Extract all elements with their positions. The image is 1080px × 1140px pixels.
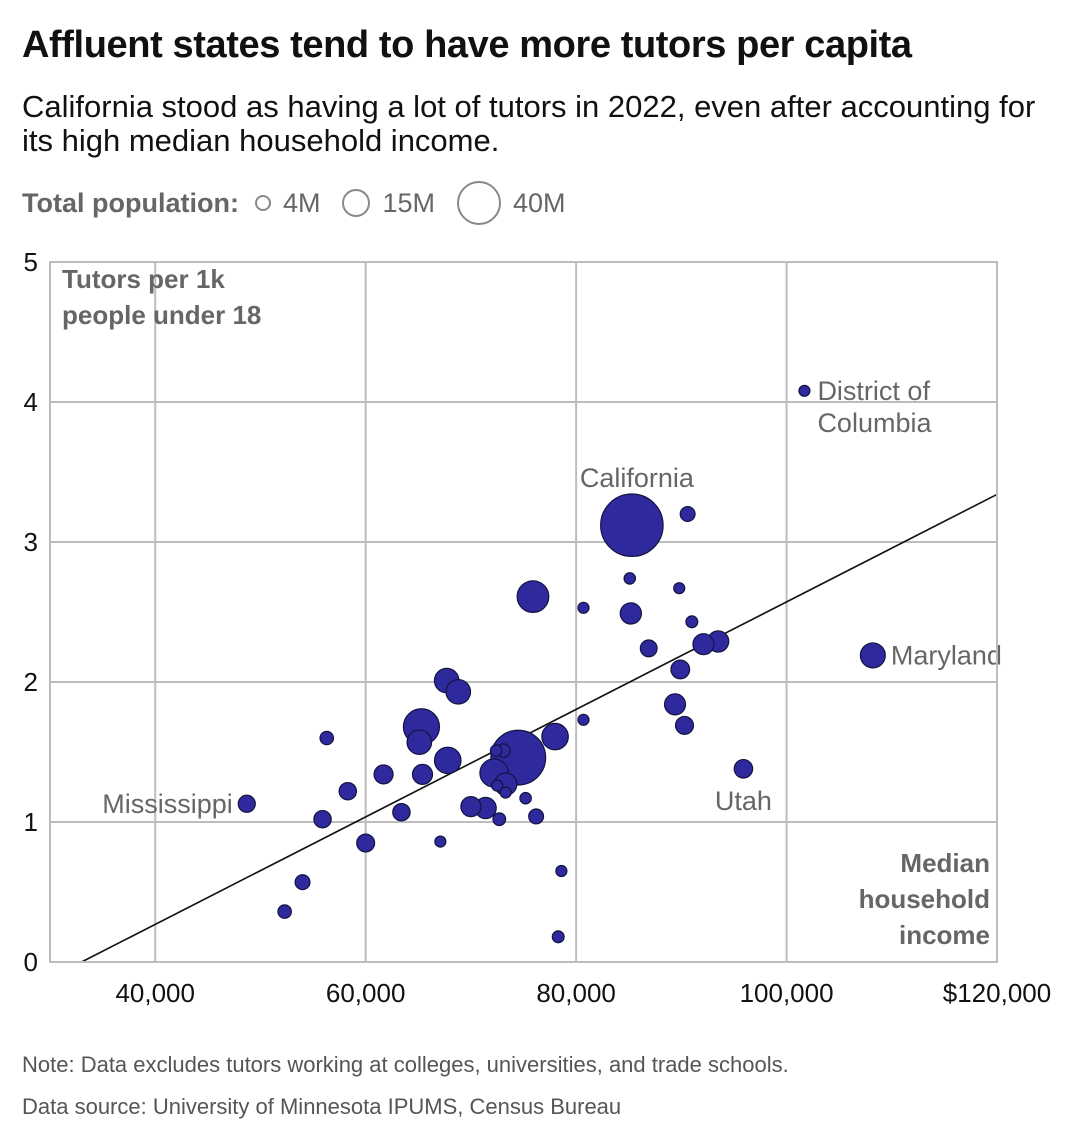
label-mississippi: Mississippi <box>102 789 233 819</box>
label-district-of-columbia: District of Columbia <box>817 376 932 438</box>
x-tick-label: 80,000 <box>536 978 616 1008</box>
data-point <box>411 763 434 786</box>
data-point <box>577 601 590 614</box>
legend-circle-large <box>457 181 501 225</box>
data-point <box>491 779 504 792</box>
data-point <box>277 904 292 919</box>
data-point-california <box>600 493 664 558</box>
data-source: Data source: University of Minnesota IPU… <box>22 1094 622 1119</box>
y-tick-label: 5 <box>24 247 38 277</box>
data-point <box>619 602 643 625</box>
y-tick-label: 4 <box>24 387 38 417</box>
trend-line <box>81 493 998 963</box>
y-axis-title: Tutors per 1k people under 18 <box>62 264 261 330</box>
data-point <box>528 808 545 825</box>
label-layer: California District of Columbia Maryland Uta… <box>102 376 1002 819</box>
data-point-mississippi <box>237 794 256 813</box>
tick-layer: 40,000 60,000 80,000 100,000 $120,000 0 1 2 3 4 5 <box>24 247 1052 1008</box>
data-point <box>489 744 503 757</box>
legend-circle-medium <box>342 189 371 217</box>
data-point <box>434 835 447 848</box>
legend-label-small: 4M <box>282 187 321 218</box>
data-point <box>373 764 394 785</box>
data-point <box>338 781 358 801</box>
label-california: California <box>580 463 695 493</box>
legend-label-medium: 15M <box>382 187 435 218</box>
y-tick-label: 0 <box>24 947 38 977</box>
data-point <box>639 639 658 658</box>
x-axis-title: Median household income <box>859 848 990 950</box>
data-point <box>670 659 691 680</box>
scatter-chart: 40,000 60,000 80,000 100,000 $120,000012345 … <box>24 247 1052 1008</box>
data-point <box>356 833 376 853</box>
legend-item-large: 40M <box>457 181 566 225</box>
chart-subtitle: California stood as having a lot of tuto… <box>22 89 1036 158</box>
y-tick-label: 3 <box>24 527 38 557</box>
data-point <box>663 693 687 716</box>
data-point <box>445 678 472 705</box>
data-point <box>319 730 335 746</box>
data-point-maryland <box>859 642 886 669</box>
x-tick-label: 100,000 <box>740 978 834 1008</box>
population-legend: Total population: 4M 15M 40M <box>22 181 588 225</box>
data-point-utah <box>733 758 754 779</box>
point-layer <box>237 384 886 944</box>
data-point <box>673 582 686 595</box>
x-tick-label: 40,000 <box>115 978 195 1008</box>
data-point <box>555 864 568 878</box>
axis-title-layer: Tutors per 1k people under 18 Median househ… <box>49 261 998 963</box>
footnote: Note: Data excludes tutors working at co… <box>22 1052 789 1077</box>
x-tick-label: $120,000 <box>943 978 1051 1008</box>
x-tick-label: 60,000 <box>326 978 406 1008</box>
plot-frame <box>49 261 998 963</box>
legend-title: Total population: <box>22 187 239 218</box>
data-point <box>679 505 696 523</box>
legend-circle-small <box>254 195 271 211</box>
data-point <box>406 729 433 756</box>
data-point <box>392 802 411 822</box>
legend-label-large: 40M <box>513 187 566 218</box>
data-point <box>313 809 332 829</box>
data-point <box>674 715 695 735</box>
data-point <box>499 786 512 799</box>
data-point <box>551 930 565 944</box>
data-point <box>541 722 569 751</box>
data-point <box>692 633 715 656</box>
y-tick-label: 1 <box>24 807 38 837</box>
label-maryland: Maryland <box>891 640 1002 670</box>
data-point <box>685 615 699 629</box>
data-point <box>460 795 482 818</box>
legend-item-small: 4M <box>254 187 321 219</box>
trend-layer <box>81 493 998 963</box>
data-point <box>492 812 507 827</box>
data-point <box>623 572 637 585</box>
y-tick-label: 2 <box>24 667 38 697</box>
data-point <box>433 746 462 775</box>
data-point <box>519 791 532 805</box>
data-point <box>294 874 311 891</box>
data-point <box>516 580 550 614</box>
grid-layer <box>50 261 998 962</box>
label-utah: Utah <box>715 786 772 816</box>
legend-item-medium: 15M <box>342 188 435 219</box>
chart-title: Affluent states tend to have more tutors… <box>22 24 912 66</box>
data-point <box>577 713 590 726</box>
data-point-district-of-columbia <box>798 384 811 397</box>
